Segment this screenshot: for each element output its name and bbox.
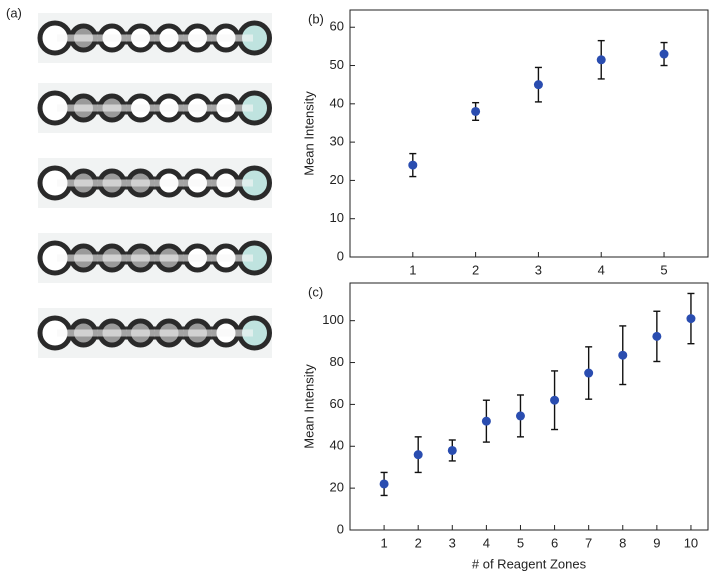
point (408, 160, 418, 170)
point (379, 479, 389, 489)
channel-inner (57, 34, 253, 42)
x-tick-label: 7 (585, 535, 592, 550)
point (596, 55, 606, 65)
x-axis-label: # of Reagent Zones (472, 556, 587, 571)
y-axis-label: Mean Intensity (301, 91, 316, 176)
y-tick-label: 20 (330, 480, 344, 495)
y-tick-label: 0 (337, 248, 344, 263)
x-tick-label: 9 (653, 535, 660, 550)
y-axis-label: Mean Intensity (301, 364, 316, 449)
channel-inner (57, 254, 253, 262)
y-tick-label: 0 (337, 521, 344, 536)
x-tick-label: 1 (409, 262, 416, 277)
plot-frame (349, 282, 709, 531)
y-tick-label: 30 (330, 134, 344, 149)
point (686, 314, 696, 324)
x-tick-label: 2 (415, 535, 422, 550)
y-tick-label: 60 (330, 396, 344, 411)
x-tick-label: 6 (551, 535, 558, 550)
x-tick-label: 2 (472, 262, 479, 277)
x-tick-label: 8 (619, 535, 626, 550)
point (652, 331, 662, 341)
point (447, 445, 457, 455)
device-images (37, 13, 272, 358)
x-tick-label: 4 (483, 535, 490, 550)
panel-label: (c) (308, 284, 323, 299)
point (515, 411, 525, 421)
y-tick-label: 50 (330, 57, 344, 72)
y-tick-label: 20 (330, 172, 344, 187)
y-tick-label: 10 (330, 210, 344, 225)
panel-label: (a) (6, 5, 22, 20)
channel-inner (57, 179, 253, 187)
y-tick-label: 80 (330, 354, 344, 369)
point (659, 49, 669, 59)
plot-frame (349, 9, 709, 258)
point (584, 368, 594, 378)
x-tick-label: 5 (517, 535, 524, 550)
panel-label: (b) (308, 11, 324, 26)
point (618, 350, 628, 360)
y-tick-label: 60 (330, 19, 344, 34)
point (550, 395, 560, 405)
point (471, 106, 481, 116)
x-tick-label: 5 (660, 262, 667, 277)
point (481, 416, 491, 426)
y-tick-label: 100 (322, 312, 344, 327)
point (413, 450, 423, 460)
channel-inner (57, 329, 253, 337)
channel-inner (57, 104, 253, 112)
x-tick-label: 10 (684, 535, 698, 550)
x-tick-label: 1 (380, 535, 387, 550)
x-tick-label: 4 (598, 262, 605, 277)
x-tick-label: 3 (535, 262, 542, 277)
point (533, 80, 543, 90)
y-tick-label: 40 (330, 438, 344, 453)
y-tick-label: 40 (330, 95, 344, 110)
x-tick-label: 3 (449, 535, 456, 550)
